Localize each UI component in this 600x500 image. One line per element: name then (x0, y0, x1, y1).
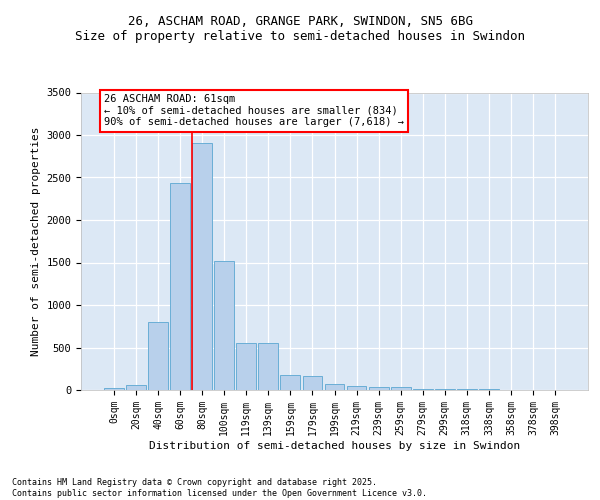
Text: Contains HM Land Registry data © Crown copyright and database right 2025.
Contai: Contains HM Land Registry data © Crown c… (12, 478, 427, 498)
Y-axis label: Number of semi-detached properties: Number of semi-detached properties (31, 126, 41, 356)
Bar (302, 376, 322, 390)
Bar (148, 322, 168, 390)
Bar (391, 388, 410, 390)
Bar (325, 384, 344, 390)
Bar (126, 385, 146, 390)
Bar (214, 261, 234, 390)
Bar (104, 388, 124, 390)
Bar (368, 386, 389, 390)
Bar (347, 386, 367, 390)
X-axis label: Distribution of semi-detached houses by size in Swindon: Distribution of semi-detached houses by … (149, 440, 520, 450)
Text: 26 ASCHAM ROAD: 61sqm
← 10% of semi-detached houses are smaller (834)
90% of sem: 26 ASCHAM ROAD: 61sqm ← 10% of semi-deta… (104, 94, 404, 128)
Bar (192, 144, 212, 390)
Bar (236, 343, 256, 390)
Bar (280, 375, 301, 390)
Bar (170, 184, 190, 390)
Text: 26, ASCHAM ROAD, GRANGE PARK, SWINDON, SN5 6BG
Size of property relative to semi: 26, ASCHAM ROAD, GRANGE PARK, SWINDON, S… (75, 15, 525, 43)
Bar (259, 343, 278, 390)
